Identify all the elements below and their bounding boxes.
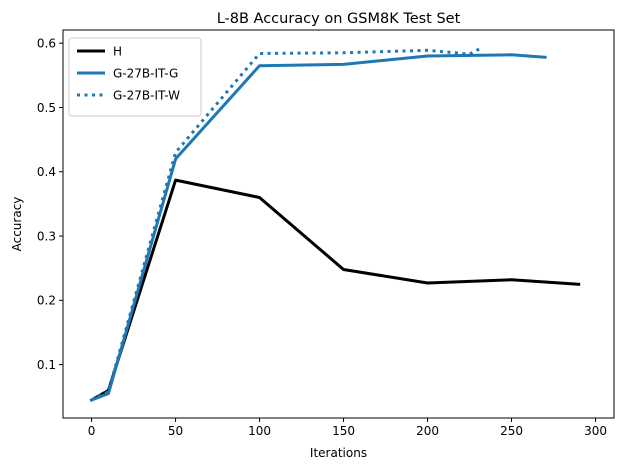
- x-axis: 0 50 100 150 200 250 300: [88, 418, 607, 438]
- series-line-g-27b-it-w: [90, 45, 484, 402]
- x-axis-label: Iterations: [310, 446, 367, 460]
- plot-frame: [62, 29, 615, 419]
- x-tick-label: 200: [416, 424, 439, 438]
- legend-label: G-27B-IT-G: [113, 66, 178, 80]
- chart-title: L-8B Accuracy on GSM8K Test Set: [217, 11, 461, 27]
- x-tick-label: 300: [584, 424, 607, 438]
- x-tick-label: 250: [500, 424, 523, 438]
- series-line-h: [89, 178, 581, 403]
- y-tick-label: 0.1: [37, 358, 56, 372]
- plot-lines: [89, 45, 581, 403]
- y-axis: 0.1 0.2 0.3 0.4 0.5 0.6: [37, 36, 63, 372]
- legend-label: H: [113, 44, 122, 58]
- y-tick-label: 0.4: [37, 165, 56, 179]
- x-tick-label: 100: [248, 424, 271, 438]
- x-tick-label: 150: [332, 424, 355, 438]
- series-line-g-27b-it-g: [89, 53, 547, 402]
- legend-label: G-27B-IT-W: [113, 88, 180, 102]
- x-tick-label: 0: [88, 424, 96, 438]
- y-tick-label: 0.6: [37, 36, 56, 50]
- y-axis-label: Accuracy: [10, 197, 24, 252]
- x-tick-label: 50: [168, 424, 183, 438]
- y-tick-label: 0.5: [37, 101, 56, 115]
- legend: H G-27B-IT-G G-27B-IT-W: [68, 37, 202, 117]
- y-tick-label: 0.3: [37, 229, 56, 243]
- y-tick-label: 0.2: [37, 294, 56, 308]
